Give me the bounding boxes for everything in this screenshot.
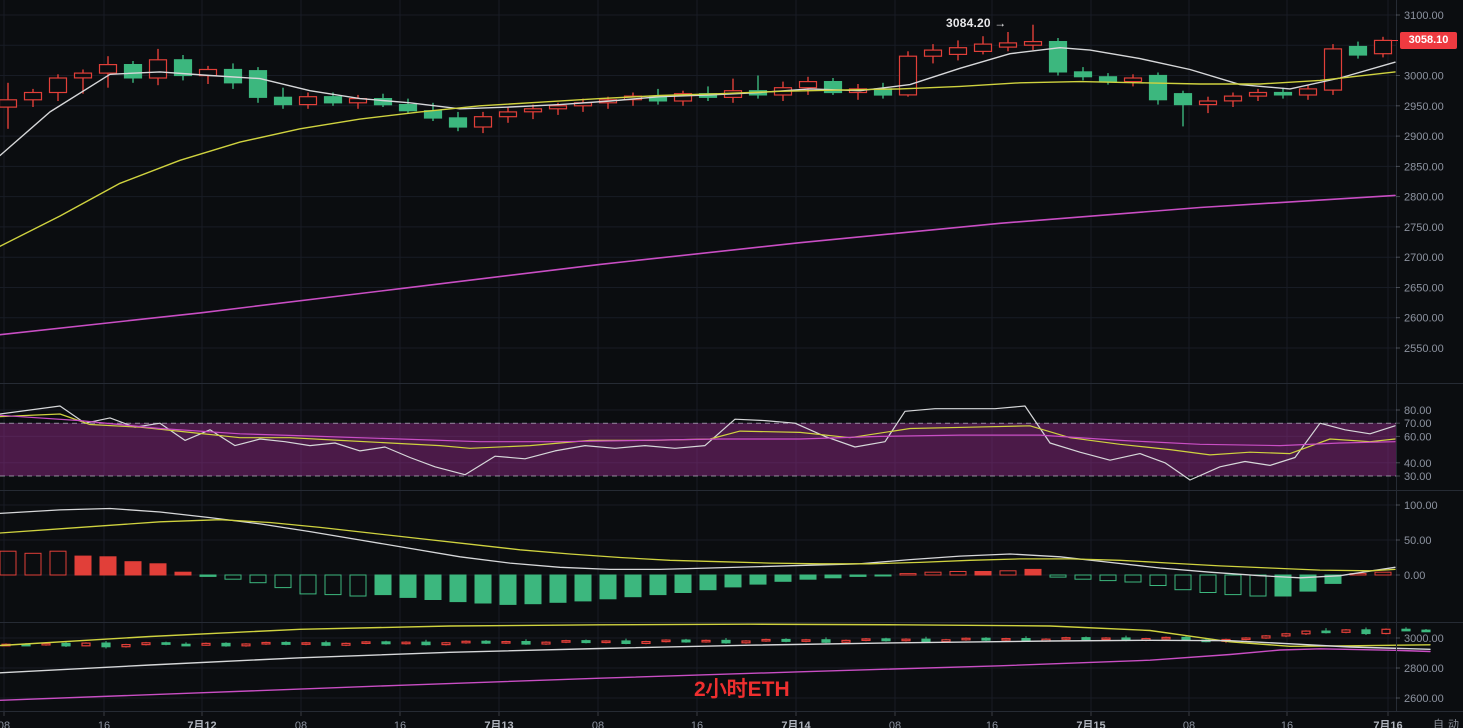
svg-text:0.00: 0.00 (1404, 570, 1425, 582)
svg-text:60.00: 60.00 (1404, 431, 1432, 443)
svg-text:08: 08 (295, 720, 307, 728)
svg-text:2550.00: 2550.00 (1404, 343, 1444, 355)
svg-text:100.00: 100.00 (1404, 500, 1438, 512)
svg-text:08: 08 (1183, 720, 1195, 728)
svg-text:16: 16 (394, 720, 406, 728)
svg-text:50.00: 50.00 (1404, 535, 1432, 547)
axis-auto-toggle[interactable]: 自动 (1433, 719, 1463, 728)
mini-timeframe-panel (0, 623, 1431, 701)
svg-text:2700.00: 2700.00 (1404, 252, 1444, 264)
svg-text:16: 16 (1281, 720, 1293, 728)
svg-text:7月13: 7月13 (484, 719, 513, 728)
grid-lines (0, 0, 1396, 712)
svg-text:7月14: 7月14 (781, 719, 811, 728)
svg-text:2600.00: 2600.00 (1404, 693, 1444, 705)
svg-text:2600.00: 2600.00 (1404, 313, 1444, 325)
svg-text:2800.00: 2800.00 (1404, 663, 1444, 675)
svg-text:16: 16 (98, 720, 110, 728)
svg-text:2900.00: 2900.00 (1404, 131, 1444, 143)
chart-title-label[interactable]: 2小时ETH (694, 678, 790, 701)
svg-text:08: 08 (0, 720, 10, 728)
svg-text:2650.00: 2650.00 (1404, 283, 1444, 295)
svg-text:2850.00: 2850.00 (1404, 161, 1444, 173)
last-price-badge[interactable]: 3058.10 (1400, 32, 1457, 49)
last-price-tick (1390, 40, 1398, 41)
svg-text:16: 16 (691, 720, 703, 728)
macd-panel (0, 507, 1396, 605)
panel-separators (0, 0, 1463, 712)
svg-text:3000.00: 3000.00 (1404, 633, 1444, 645)
svg-text:2750.00: 2750.00 (1404, 222, 1444, 234)
svg-text:40.00: 40.00 (1404, 458, 1432, 470)
svg-text:08: 08 (592, 720, 604, 728)
svg-text:7月12: 7月12 (187, 719, 216, 728)
svg-text:16: 16 (986, 720, 998, 728)
main-price-panel (0, 24, 1396, 336)
high-price-annotation: 3084.20 → (946, 16, 1007, 30)
price-axis-labels: 3100.00 3000.00 2950.00 2900.00 2850.00 2800.… (1396, 10, 1444, 705)
svg-text:7月16: 7月16 (1373, 719, 1402, 728)
svg-text:08: 08 (889, 720, 901, 728)
svg-text:2950.00: 2950.00 (1404, 101, 1444, 113)
time-axis-labels: 08 16 7月12 08 16 7月13 08 16 7月14 08 16 7月15 08 16 7月16 (0, 712, 1403, 728)
svg-text:70.00: 70.00 (1404, 418, 1432, 430)
svg-text:7月15: 7月15 (1076, 719, 1105, 728)
svg-text:80.00: 80.00 (1404, 405, 1432, 417)
time-axis[interactable] (0, 712, 1463, 728)
svg-text:3100.00: 3100.00 (1404, 10, 1444, 22)
svg-text:3000.00: 3000.00 (1404, 71, 1444, 83)
svg-text:2800.00: 2800.00 (1404, 192, 1444, 204)
rsi-panel (0, 405, 1396, 481)
svg-text:30.00: 30.00 (1404, 471, 1432, 483)
price-axis[interactable] (1397, 0, 1463, 712)
